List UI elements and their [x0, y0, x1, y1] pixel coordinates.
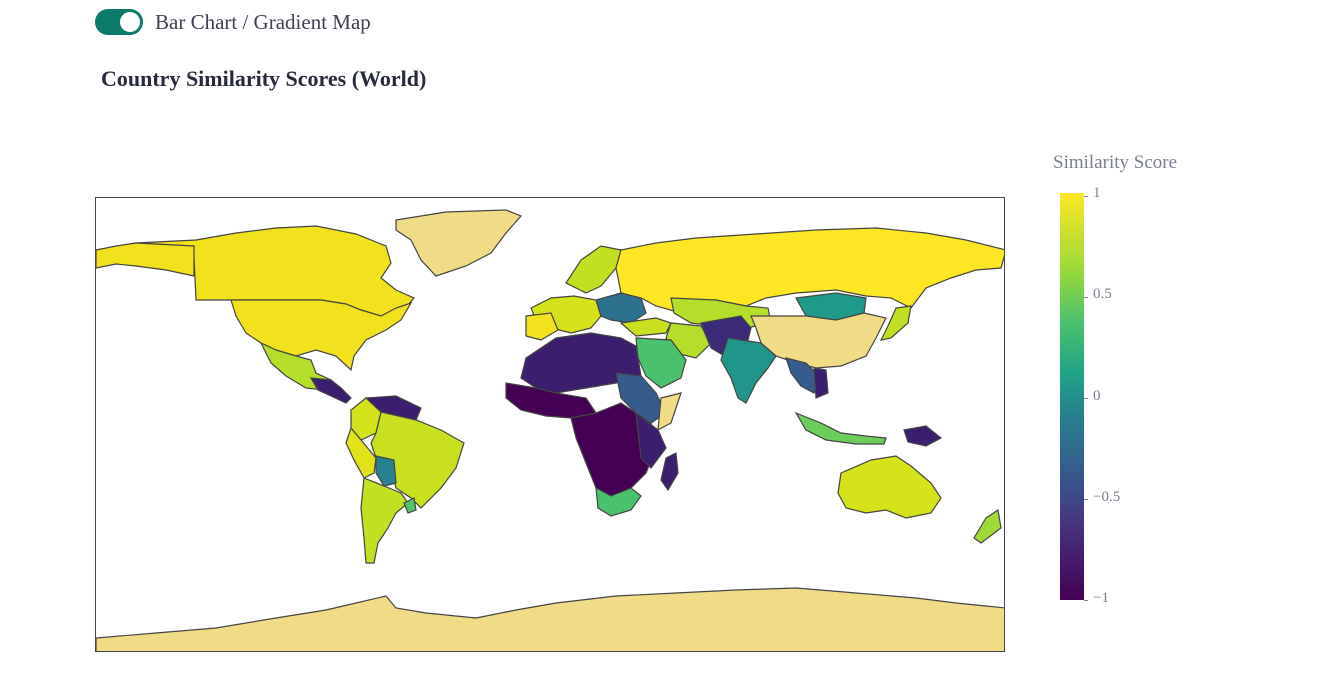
tick-mark — [1084, 600, 1088, 601]
alaska[interactable] — [96, 242, 195, 277]
legend-tick-0.5: 0.5 — [1093, 286, 1112, 302]
vietnam[interactable] — [813, 367, 829, 399]
japan[interactable] — [879, 305, 912, 341]
sudan-ethiopia[interactable] — [615, 372, 667, 424]
legend-tick-0: 0 — [1093, 388, 1101, 404]
india[interactable] — [720, 337, 777, 404]
turkey[interactable] — [619, 317, 672, 337]
scandinavia[interactable] — [565, 245, 622, 294]
chart-type-toggle[interactable] — [95, 9, 143, 35]
antarctica[interactable] — [96, 587, 1005, 652]
bolivia[interactable] — [375, 455, 397, 487]
saudi-arabia[interactable] — [635, 337, 687, 389]
tick-mark — [1084, 398, 1088, 399]
somalia[interactable] — [657, 392, 682, 432]
colorbar — [1060, 193, 1084, 600]
legend-tick-neg1: −1 — [1093, 590, 1109, 606]
south-africa[interactable] — [595, 486, 642, 517]
legend-tick-neg0.5: −0.5 — [1093, 489, 1121, 505]
legend-tick-1: 1 — [1093, 185, 1101, 201]
iberia[interactable] — [525, 312, 559, 341]
east-africa[interactable] — [635, 411, 667, 469]
argentina[interactable] — [360, 477, 409, 564]
new-guinea[interactable] — [903, 425, 943, 447]
map-title: Country Similarity Scores (World) — [101, 66, 427, 91]
central-america[interactable] — [309, 377, 352, 404]
world-map[interactable] — [95, 197, 1005, 652]
legend-title: Similarity Score — [1053, 152, 1178, 173]
uruguay[interactable] — [403, 497, 417, 514]
central-africa[interactable] — [570, 402, 657, 497]
toggle-label: Bar Chart / Gradient Map — [155, 9, 371, 34]
brazil[interactable] — [370, 411, 465, 509]
peru[interactable] — [345, 426, 377, 479]
tick-mark — [1084, 297, 1088, 298]
tick-mark — [1084, 499, 1088, 500]
myanmar-thailand[interactable] — [785, 357, 822, 394]
new-zealand[interactable] — [973, 508, 1002, 544]
toggle-knob — [120, 12, 140, 32]
russia[interactable] — [615, 227, 1005, 314]
view-toggle-group: Bar Chart / Gradient Map — [95, 9, 371, 35]
australia[interactable] — [837, 455, 942, 519]
madagascar[interactable] — [660, 452, 679, 492]
tick-mark — [1084, 196, 1088, 197]
greenland[interactable] — [395, 209, 523, 277]
indonesia[interactable] — [794, 411, 887, 445]
